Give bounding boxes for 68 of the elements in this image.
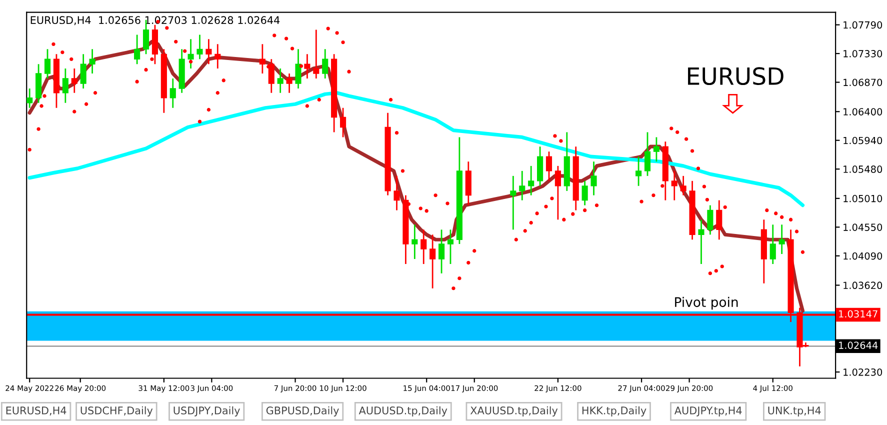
candlestick <box>26 88 33 109</box>
candlestick <box>770 224 776 265</box>
candlestick <box>554 165 561 220</box>
candlestick <box>716 200 722 240</box>
candlestick <box>134 34 140 65</box>
candlestick <box>510 175 516 230</box>
candlestick <box>519 170 526 201</box>
candlestick <box>206 38 212 65</box>
annotation: EURUSD <box>688 67 784 86</box>
text: AUDJPY.tp,H4 <box>674 406 742 416</box>
text: USDJPY,Daily <box>174 406 240 416</box>
candlestick <box>644 132 651 177</box>
candlestick <box>196 34 203 60</box>
candlestick <box>394 175 400 211</box>
candlestick <box>340 107 346 138</box>
y-tick-label: 1.05010 <box>844 194 882 202</box>
candlestick <box>546 150 552 182</box>
candlestick <box>62 68 68 104</box>
y-tick-label: 1.06870 <box>844 78 882 86</box>
candlestick <box>582 180 588 206</box>
candlestick <box>707 204 714 236</box>
candlestick <box>71 68 78 94</box>
y-tick-label: 1.03620 <box>844 282 882 290</box>
candlestick <box>89 48 96 74</box>
ref-line-label: 1.03147 <box>839 310 878 318</box>
candlestick <box>680 175 686 196</box>
candlestick <box>214 43 221 70</box>
ref-line-label: 1.02644 <box>839 342 878 349</box>
candlestick <box>412 224 418 260</box>
candlestick <box>528 165 534 196</box>
candlestick <box>420 228 427 265</box>
candlestick <box>80 53 86 90</box>
y-tick-label: 1.06400 <box>844 108 882 116</box>
candlestick <box>590 160 597 196</box>
y-tick-label: 1.04550 <box>844 224 882 231</box>
candlestick <box>447 228 454 265</box>
candlestick <box>636 156 642 187</box>
candlestick <box>778 224 785 255</box>
candlestick <box>44 48 51 80</box>
candlestick <box>322 48 328 80</box>
text: XAUUSD.tp,Daily <box>470 406 558 416</box>
candlestick <box>313 29 320 80</box>
line-series <box>28 91 805 208</box>
candlestick <box>188 38 194 70</box>
candlestick <box>259 43 266 74</box>
text: HKK.tp,Daily <box>582 406 646 416</box>
candlestick <box>671 170 678 201</box>
candlestick <box>698 218 704 265</box>
chart-title: EURUSD,H4 1.02656 1.02703 1.02628 1.02644 <box>30 16 280 26</box>
y-tick-label: 1.05480 <box>844 166 882 173</box>
annotation: Pivot poin <box>675 296 738 310</box>
text: AUDUSD.tp,Daily <box>358 406 448 416</box>
candlestick <box>277 68 284 94</box>
y-tick-label: 1.02230 <box>844 368 882 376</box>
y-tick-label: 1.05940 <box>844 136 882 144</box>
candlestick <box>170 78 176 109</box>
text: USDCHF,Daily <box>80 406 153 416</box>
candlestick <box>438 228 445 274</box>
candlestick <box>653 136 660 162</box>
y-tick-label: 1.04090 <box>844 252 882 260</box>
candlestick <box>268 58 274 94</box>
y-tick-label: 1.07790 <box>844 21 882 29</box>
candlestick <box>430 234 436 290</box>
text: UNK.tp,H4 <box>768 406 821 416</box>
y-tick-label: 1.07330 <box>844 50 882 58</box>
candlestick <box>286 72 292 94</box>
text: EURUSD,H4 <box>6 406 66 416</box>
text: GBPUSD,Daily <box>266 406 339 416</box>
